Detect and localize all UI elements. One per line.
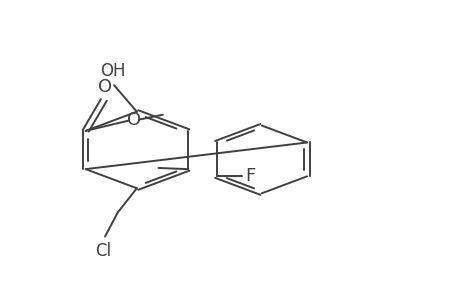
Text: F: F bbox=[245, 167, 255, 185]
Text: OH: OH bbox=[100, 62, 126, 80]
Text: O: O bbox=[127, 111, 141, 129]
Text: Cl: Cl bbox=[95, 242, 111, 260]
Text: O: O bbox=[97, 77, 112, 95]
